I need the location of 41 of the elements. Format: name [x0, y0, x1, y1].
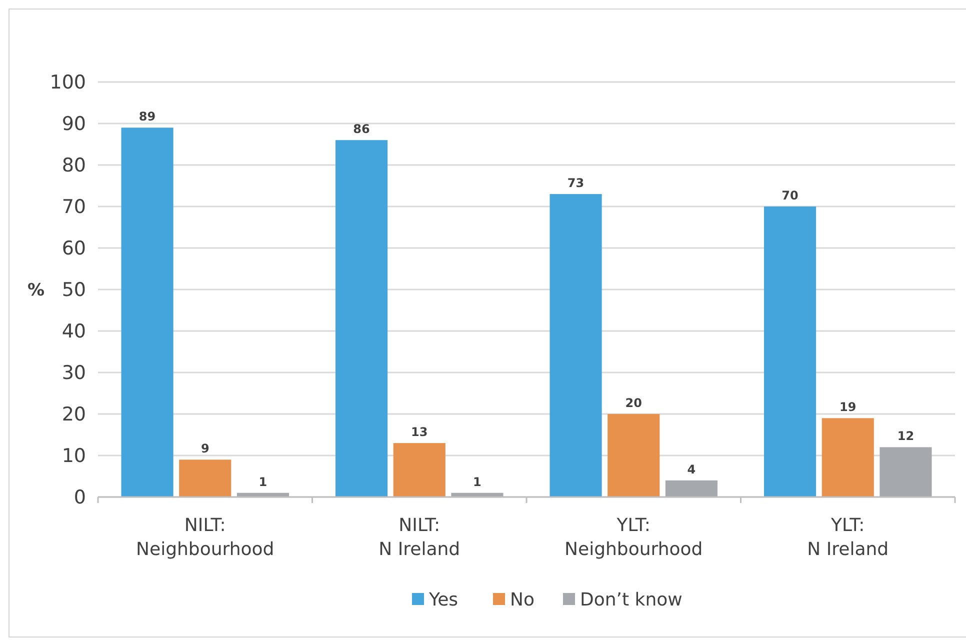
- data-label: 1: [473, 474, 482, 489]
- y-tick-label: 0: [74, 486, 86, 509]
- bar: [335, 140, 388, 497]
- y-tick-label: 30: [62, 362, 86, 384]
- x-tick-label: YLT: Neighbourhood: [564, 515, 703, 560]
- y-tick-label: 80: [62, 154, 86, 177]
- y-axis-title: %: [27, 280, 45, 300]
- bar: [179, 460, 232, 497]
- bar: [393, 443, 446, 497]
- y-tick-label: 90: [62, 113, 86, 136]
- data-label: 86: [353, 122, 370, 136]
- data-label: 1: [258, 474, 268, 489]
- legend-label: Yes: [428, 589, 458, 610]
- data-label: 4: [687, 462, 696, 476]
- data-label: 73: [567, 176, 584, 190]
- bar: [822, 418, 874, 497]
- data-label: 70: [782, 188, 798, 202]
- y-tick-label: 50: [62, 279, 86, 302]
- y-tick-label: 60: [62, 238, 86, 260]
- data-label: 89: [138, 110, 156, 124]
- y-tick-label: 70: [62, 196, 86, 218]
- bar: [121, 128, 174, 497]
- bar: [550, 194, 602, 497]
- data-label: 20: [625, 396, 642, 410]
- y-tick-label: 10: [62, 445, 86, 468]
- data-label: 12: [897, 429, 914, 444]
- x-tick-label: NILT: N Ireland: [378, 515, 460, 560]
- y-tick-label: 100: [50, 72, 86, 94]
- x-tick-label: YLT: N Ireland: [807, 515, 889, 560]
- x-tick-label: NILT: Neighbourhood: [136, 515, 274, 560]
- data-label: 9: [200, 442, 210, 456]
- bar: [608, 414, 660, 497]
- legend-label: No: [510, 589, 534, 610]
- legend-label: Don’t know: [580, 589, 682, 610]
- data-label: 13: [411, 425, 428, 440]
- y-tick-label: 20: [62, 404, 86, 426]
- bar: [880, 447, 932, 497]
- bar: [764, 206, 816, 497]
- data-label: 19: [840, 400, 856, 414]
- y-tick-label: 40: [62, 320, 86, 343]
- bar: [665, 480, 718, 497]
